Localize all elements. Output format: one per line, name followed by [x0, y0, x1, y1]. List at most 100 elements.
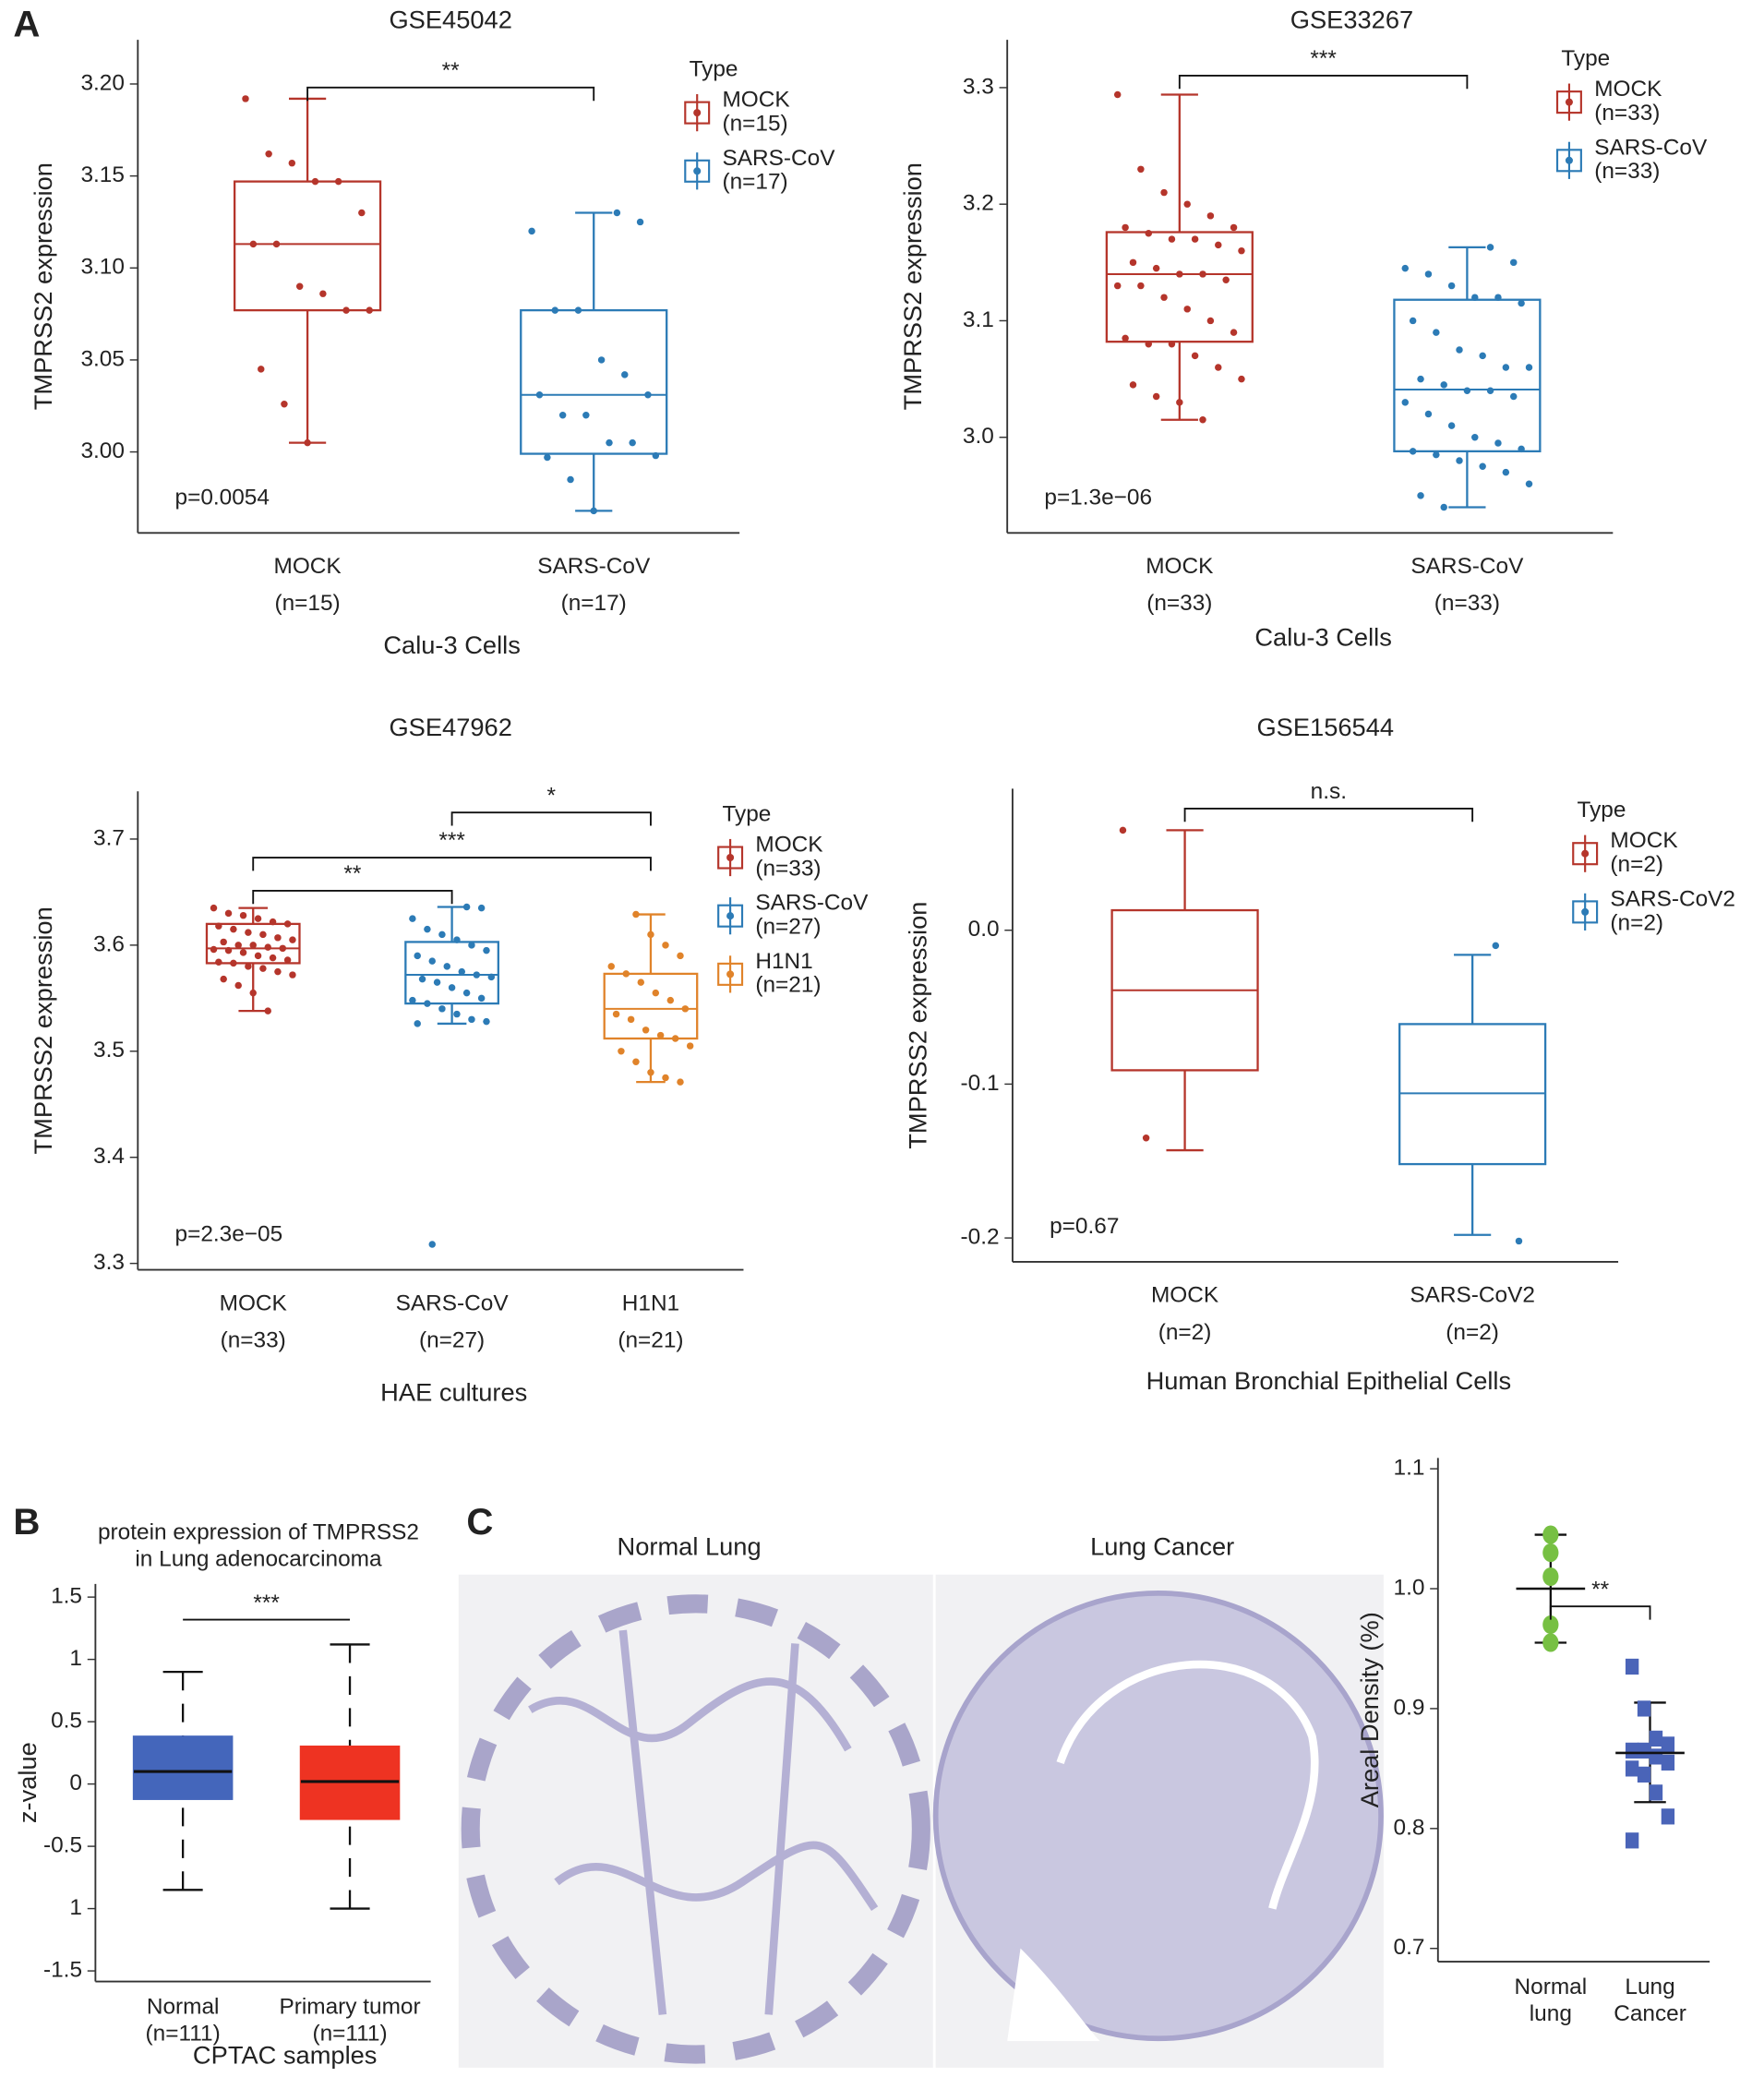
x-tick-label: Normal: [1515, 1975, 1588, 1999]
y-tick-label: 3.15: [80, 162, 124, 187]
legend-label: (n=17): [722, 170, 787, 195]
data-point: [1625, 1658, 1639, 1675]
data-point: [1502, 468, 1510, 476]
y-tick-label: 1.1: [1394, 1456, 1425, 1481]
legend-swatch: [726, 912, 735, 920]
x-tick-label: (n=33): [221, 1328, 286, 1353]
data-point: [224, 946, 233, 954]
y-tick-label: 1.5: [51, 1584, 82, 1609]
data-point: [311, 177, 319, 186]
data-point: [245, 929, 252, 936]
lung-cancer-tissue: [1007, 1948, 1100, 2042]
data-point: [1625, 1760, 1639, 1777]
data-point: [1494, 439, 1502, 447]
x-tick-label: (n=33): [1146, 591, 1212, 616]
data-point: [453, 936, 461, 943]
p-value: p=0.67: [1050, 1214, 1119, 1239]
data-point: [1238, 375, 1245, 383]
data-point: [281, 401, 288, 408]
data-point: [1518, 445, 1525, 453]
significance-bracket: [1549, 1605, 1651, 1620]
data-point: [1492, 942, 1500, 950]
data-point: [1479, 462, 1486, 471]
data-point: [622, 970, 630, 978]
data-point: [1649, 1748, 1663, 1765]
significance-bracket: [252, 889, 453, 905]
legend-label: (n=33): [1594, 101, 1660, 126]
p-value: p=0.0054: [175, 485, 270, 510]
x-tick-label: SARS-CoV: [1410, 554, 1524, 579]
image-title: Normal Lung: [618, 1531, 762, 1560]
data-point: [274, 934, 282, 942]
data-point: [1401, 399, 1410, 406]
data-point: [1440, 381, 1447, 389]
x-tick-label: Lung: [1625, 1975, 1674, 1999]
data-point: [1183, 306, 1191, 313]
data-point: [1113, 282, 1122, 290]
data-point: [358, 209, 366, 217]
data-point: [418, 975, 426, 983]
data-point: [1199, 416, 1206, 424]
data-point: [1160, 188, 1168, 197]
data-point: [1456, 346, 1463, 354]
data-point: [473, 971, 481, 978]
data-point: [607, 963, 615, 970]
data-point: [279, 944, 286, 953]
data-point: [656, 1031, 665, 1039]
data-point: [1137, 282, 1145, 290]
data-point: [1542, 1543, 1559, 1563]
y-tick-label: 3.3: [93, 1250, 125, 1275]
data-point: [487, 973, 496, 981]
chart-title: in Lung adenocarcinoma: [135, 1546, 382, 1571]
x-tick-label: lung: [1530, 2001, 1572, 2026]
data-point: [1447, 422, 1456, 429]
legend-label: (n=21): [755, 973, 821, 998]
data-point: [215, 958, 222, 966]
significance-bracket: [1178, 74, 1469, 90]
data-point: [1191, 352, 1199, 360]
legend-label: SARS-CoV: [1594, 135, 1708, 160]
data-point: [1625, 1832, 1639, 1849]
data-point: [448, 984, 456, 991]
data-point: [239, 911, 247, 919]
y-tick-label: -0.5: [43, 1833, 82, 1858]
data-point: [242, 95, 249, 102]
data-point: [1542, 1633, 1559, 1652]
normal-lung-tissue: [461, 1594, 930, 2064]
data-point: [409, 996, 416, 1004]
chart-title: GSE33267: [1290, 5, 1413, 33]
y-tick-label: 1: [69, 1895, 82, 1920]
data-point: [671, 1035, 679, 1042]
data-point: [632, 910, 640, 918]
y-tick-label: -1.5: [43, 1958, 82, 1983]
data-point: [606, 438, 613, 447]
data-point: [443, 963, 450, 970]
data-point: [264, 1007, 271, 1014]
y-tick-label: 3.4: [93, 1144, 125, 1169]
data-point: [477, 904, 486, 912]
data-point: [1625, 1742, 1639, 1759]
data-point: [433, 978, 441, 986]
chart-title: GSE47962: [389, 713, 511, 741]
y-tick-label: 1.0: [1394, 1575, 1425, 1600]
x-tick-label: MOCK: [1146, 554, 1213, 579]
x-axis-label: CPTAC samples: [193, 2041, 377, 2070]
y-tick-label: 3.7: [93, 825, 125, 850]
data-point: [1137, 165, 1145, 174]
data-point: [1440, 503, 1447, 511]
data-point: [1122, 334, 1129, 342]
data-point: [1129, 381, 1137, 389]
x-tick-label: SARS-CoV: [537, 554, 651, 579]
data-point: [258, 366, 265, 373]
legend-swatch: [726, 970, 735, 978]
data-point: [249, 989, 257, 997]
data-point: [1649, 1784, 1663, 1801]
data-point: [289, 936, 296, 943]
data-point: [438, 930, 446, 939]
y-axis-label: TMPRSS2 expression: [898, 162, 927, 410]
data-point: [662, 1074, 669, 1082]
y-tick-label: -0.2: [961, 1225, 1000, 1250]
data-point: [428, 957, 436, 965]
data-point: [1494, 294, 1502, 301]
